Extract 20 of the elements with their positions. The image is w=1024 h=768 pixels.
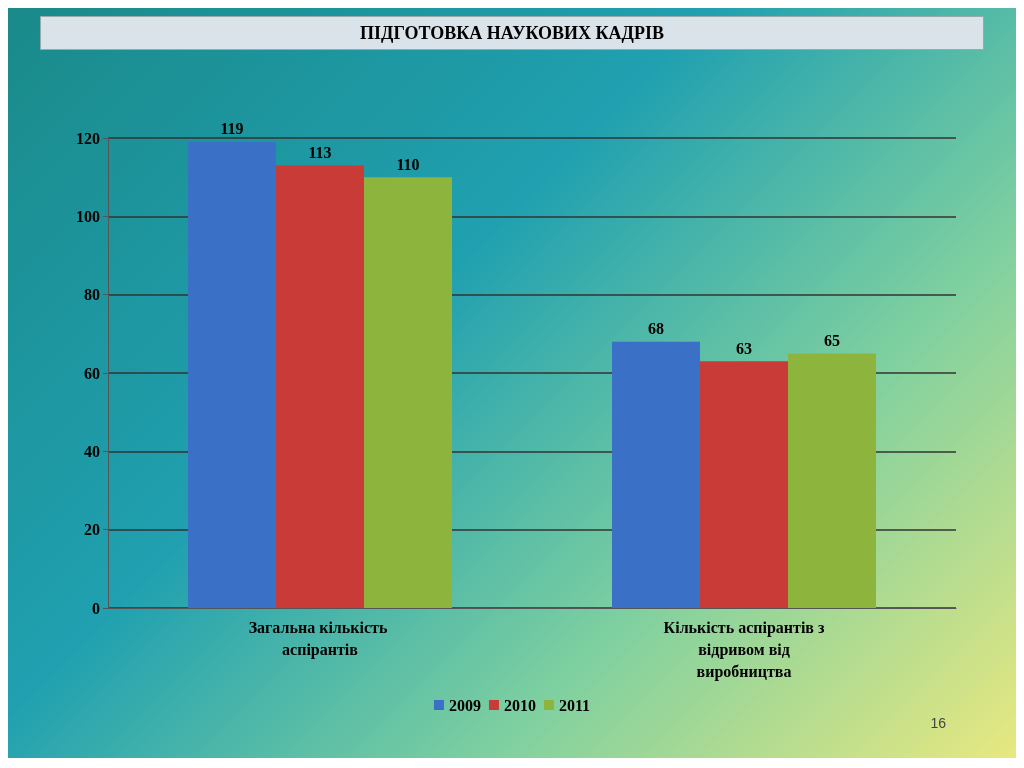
data-label: 113 bbox=[308, 143, 332, 161]
y-tick-label: 0 bbox=[92, 599, 100, 617]
y-tick-label: 40 bbox=[84, 442, 100, 460]
y-tick-label: 100 bbox=[76, 207, 100, 225]
text: 16 bbox=[930, 715, 947, 731]
y-tick-label: 120 bbox=[76, 129, 100, 147]
chart-title: ПІДГОТОВКА НАУКОВИХ КАДРІВ bbox=[360, 23, 664, 43]
x-tick-label: Загальна кількість аспірантів bbox=[248, 618, 392, 659]
y-tick-label: 80 bbox=[84, 286, 100, 304]
data-label: 65 bbox=[824, 331, 840, 349]
data-label: 68 bbox=[648, 320, 664, 338]
data-label: 63 bbox=[736, 339, 752, 357]
x-tick-label: Кількість аспірантів з відривом від виробництва bbox=[663, 618, 825, 681]
legend-label: 2010 bbox=[503, 696, 536, 714]
legend-label: 2009 bbox=[448, 696, 481, 714]
y-tick-label: 20 bbox=[84, 521, 100, 539]
y-tick-label: 60 bbox=[84, 364, 100, 382]
legend-label: 2011 bbox=[558, 696, 591, 714]
data-label: 119 bbox=[220, 120, 244, 138]
data-label: 110 bbox=[396, 155, 420, 173]
